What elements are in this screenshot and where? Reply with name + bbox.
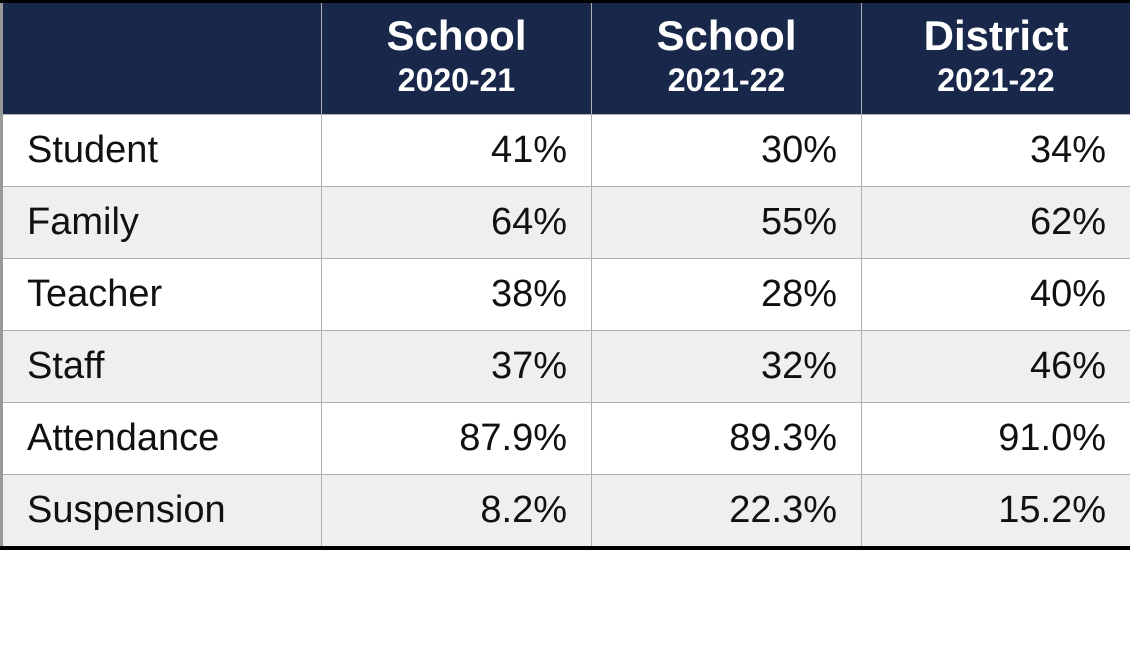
- cell-value: 89.3%: [592, 402, 862, 474]
- cell-value: 46%: [862, 330, 1130, 402]
- header-title: District: [870, 13, 1122, 59]
- cell-value: 40%: [862, 258, 1130, 330]
- cell-value: 28%: [592, 258, 862, 330]
- cell-value: 41%: [322, 114, 592, 186]
- cell-value: 32%: [592, 330, 862, 402]
- header-row: School 2020-21 School 2021-22 District 2…: [2, 2, 1130, 115]
- cell-value: 64%: [322, 186, 592, 258]
- table-row: Staff 37% 32% 46%: [2, 330, 1130, 402]
- row-label: Attendance: [2, 402, 322, 474]
- data-table: School 2020-21 School 2021-22 District 2…: [0, 0, 1130, 550]
- cell-value: 38%: [322, 258, 592, 330]
- table-row: Student 41% 30% 34%: [2, 114, 1130, 186]
- cell-value: 22.3%: [592, 474, 862, 548]
- cell-value: 34%: [862, 114, 1130, 186]
- header-subtitle: 2020-21: [330, 61, 583, 99]
- row-label: Student: [2, 114, 322, 186]
- header-title: School: [330, 13, 583, 59]
- table-row: Attendance 87.9% 89.3% 91.0%: [2, 402, 1130, 474]
- cell-value: 91.0%: [862, 402, 1130, 474]
- header-subtitle: 2021-22: [600, 61, 853, 99]
- row-label: Teacher: [2, 258, 322, 330]
- cell-value: 30%: [592, 114, 862, 186]
- table-row: Family 64% 55% 62%: [2, 186, 1130, 258]
- header-district-2021-22: District 2021-22: [862, 2, 1130, 115]
- cell-value: 55%: [592, 186, 862, 258]
- cell-value: 37%: [322, 330, 592, 402]
- cell-value: 8.2%: [322, 474, 592, 548]
- header-blank: [2, 2, 322, 115]
- row-label: Family: [2, 186, 322, 258]
- table-row: Teacher 38% 28% 40%: [2, 258, 1130, 330]
- header-title: School: [600, 13, 853, 59]
- row-label: Suspension: [2, 474, 322, 548]
- header-subtitle: 2021-22: [870, 61, 1122, 99]
- header-school-2020-21: School 2020-21: [322, 2, 592, 115]
- table-container: School 2020-21 School 2021-22 District 2…: [0, 0, 1130, 550]
- cell-value: 15.2%: [862, 474, 1130, 548]
- cell-value: 62%: [862, 186, 1130, 258]
- row-label: Staff: [2, 330, 322, 402]
- header-school-2021-22: School 2021-22: [592, 2, 862, 115]
- table-row: Suspension 8.2% 22.3% 15.2%: [2, 474, 1130, 548]
- cell-value: 87.9%: [322, 402, 592, 474]
